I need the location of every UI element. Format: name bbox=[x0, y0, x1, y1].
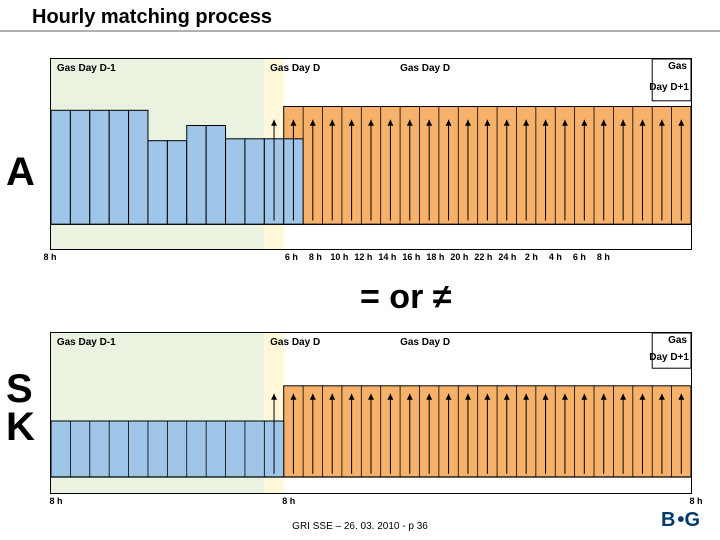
tick: 6 h bbox=[285, 252, 298, 262]
tick: 24 h bbox=[498, 252, 516, 262]
logo: B•G bbox=[661, 509, 702, 532]
tick: 8 h bbox=[43, 252, 56, 262]
tick: 8 h bbox=[689, 496, 702, 506]
tick: 20 h bbox=[450, 252, 468, 262]
chart-a: Gas Day D-1 Gas Day D Gas Day D Gas Day D+1 bbox=[50, 58, 692, 250]
tick: 22 h bbox=[474, 252, 492, 262]
letter-a: A bbox=[6, 150, 35, 195]
tick: 10 h bbox=[330, 252, 348, 262]
zone-label: Gas Day D-1 bbox=[57, 63, 116, 74]
footer-text: GRI SSE – 26. 03. 2010 - p 36 bbox=[292, 521, 428, 532]
zone-label-d1a: Gas bbox=[668, 335, 687, 346]
tick: 18 h bbox=[426, 252, 444, 262]
tick: 2 h bbox=[525, 252, 538, 262]
zone-label-d: Gas Day D bbox=[400, 63, 450, 74]
zone-label-d1a: Gas bbox=[668, 61, 687, 72]
title-rule bbox=[0, 30, 720, 32]
equality-text: = or ≠ bbox=[360, 278, 451, 317]
tick: 14 h bbox=[378, 252, 396, 262]
zone-label-d1b: Day D+1 bbox=[649, 352, 689, 363]
zone-label-d: Gas Day D bbox=[400, 337, 450, 348]
zone-label: Gas Day D-1 bbox=[57, 337, 116, 348]
zone-label-d1b: Day D+1 bbox=[649, 82, 689, 93]
tick: 6 h bbox=[573, 252, 586, 262]
zone-label: Gas Day D bbox=[270, 337, 320, 348]
tick: 4 h bbox=[549, 252, 562, 262]
zone-label: Gas Day D bbox=[270, 63, 320, 74]
page-title: Hourly matching process bbox=[32, 6, 272, 29]
tick: 12 h bbox=[354, 252, 372, 262]
letter-sk: S K bbox=[6, 370, 35, 446]
tick: 8 h bbox=[49, 496, 62, 506]
chart-sk: Gas Day D-1 Gas Day D Gas Day D Gas Day D+1 bbox=[50, 332, 692, 494]
tick: 8 h bbox=[309, 252, 322, 262]
tick: 8 h bbox=[282, 496, 295, 506]
tick: 8 h bbox=[597, 252, 610, 262]
tick: 16 h bbox=[402, 252, 420, 262]
